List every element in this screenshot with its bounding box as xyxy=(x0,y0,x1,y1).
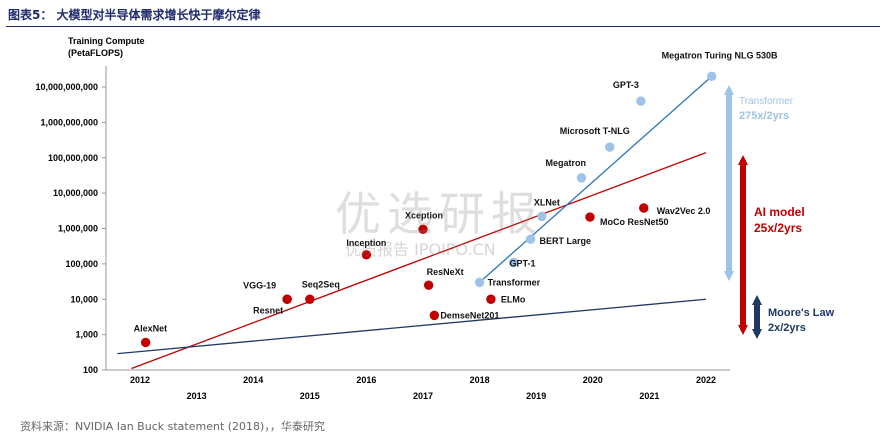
transformer-growth-rate: 275x/2yrs xyxy=(739,110,789,122)
y-axis-label-line-2: (PetaFLOPS) xyxy=(68,48,123,58)
point-demsenet201 xyxy=(429,310,440,321)
ai-model-growth-name: AI model xyxy=(754,205,805,219)
y-tick-label: 10,000,000,000 xyxy=(35,82,98,92)
point-alexnet xyxy=(140,337,151,348)
point-resnext xyxy=(423,280,434,290)
source-note: 资料来源：NVIDIA Ian Buck statement (2018)，，华… xyxy=(20,420,325,433)
label-resnet: Resnet xyxy=(253,305,283,315)
watermark: 优选研报 xyxy=(335,187,543,241)
x-tick-label: 2013 xyxy=(187,391,207,401)
point-seq2seq xyxy=(305,294,315,304)
x-tick-label: 2015 xyxy=(300,391,320,401)
point-moco-resnet50 xyxy=(585,212,595,222)
y-axis-label-line-1: Training Compute xyxy=(68,36,145,46)
label-vgg-19: VGG-19 xyxy=(243,280,276,290)
point-transformer xyxy=(474,277,485,288)
x-tick-label: 2016 xyxy=(356,375,376,385)
point-gpt-1 xyxy=(508,257,519,268)
y-ticks: 100 1,000 10,000 100,000 1,000,000 10,000,000… xyxy=(35,82,106,375)
transformer-growth-name: Transformer xyxy=(739,96,794,107)
trend-lines xyxy=(117,75,713,370)
label-alexnet: AlexNet xyxy=(134,323,168,333)
point-wav2vec-2-0 xyxy=(639,203,649,213)
x-ticks: 2012 2013 2014 2015 2016 2017 2018 2019 2020 2021… xyxy=(130,375,716,401)
label-inception: Inception xyxy=(346,238,386,248)
y-tick-label: 10,000 xyxy=(70,294,98,304)
label-bert-large: BERT Large xyxy=(540,236,592,246)
label-gpt-1: GPT-1 xyxy=(510,258,536,268)
moores-law-growth-rate: 2x/2yrs xyxy=(768,322,806,334)
point-elmo xyxy=(486,294,496,304)
x-tick-label: 2014 xyxy=(243,375,263,385)
point-labels: Transformer GPT-1 BERT Large XLNet Megatron M… xyxy=(134,50,778,333)
x-tick-label: 2017 xyxy=(413,391,433,401)
x-tick-label: 2021 xyxy=(639,391,659,401)
point-megatron xyxy=(576,173,587,183)
point-gpt-3 xyxy=(636,96,646,106)
label-moco-resnet50: MoCo ResNet50 xyxy=(600,217,669,227)
point-xception xyxy=(418,224,428,234)
point-microsoft-t-nlg xyxy=(605,142,615,152)
label-megatron: Megatron xyxy=(545,158,586,168)
y-tick-label: 100,000 xyxy=(65,259,98,269)
point-xlnet xyxy=(537,211,547,222)
x-tick-label: 2018 xyxy=(470,375,490,385)
label-megatron-turing-nlg-530b: Megatron Turing NLG 530B xyxy=(662,50,778,60)
title-rule xyxy=(6,26,880,27)
label-seq2seq: Seq2Seq xyxy=(302,279,340,289)
label-gpt-3: GPT-3 xyxy=(613,80,639,90)
label-microsoft-t-nlg: Microsoft T-NLG xyxy=(560,126,630,136)
y-tick-label: 10,000,000 xyxy=(53,188,98,198)
x-tick-label: 2012 xyxy=(130,375,150,385)
label-xlnet: XLNet xyxy=(534,197,560,207)
points xyxy=(140,71,717,348)
y-tick-label: 1,000 xyxy=(75,330,98,340)
ai-model-trend-line xyxy=(131,151,707,370)
x-tick-label: 2022 xyxy=(696,375,716,385)
figure-title: 图表5： 大模型对半导体需求增长快于摩尔定律 xyxy=(8,8,261,22)
point-megatron-turing-nlg-530b xyxy=(706,71,717,82)
ai-model-growth-rate: 25x/2yrs xyxy=(754,221,802,235)
y-tick-label: 100,000,000 xyxy=(48,153,98,163)
moore-s-law-trend-line xyxy=(117,298,707,355)
x-tick-label: 2020 xyxy=(583,375,603,385)
moores-law-growth-name: Moore's Law xyxy=(768,307,835,319)
point-inception xyxy=(361,250,372,260)
label-resnext: ResNeXt xyxy=(427,267,464,277)
y-tick-label: 1,000,000 xyxy=(58,224,98,234)
label-transformer: Transformer xyxy=(488,277,541,287)
label-elmo: ELMo xyxy=(501,294,526,304)
point-resnet xyxy=(282,294,292,304)
label-wav2vec-2-0: Wav2Vec 2.0 xyxy=(657,206,711,216)
point-bert-large xyxy=(525,234,536,244)
label-demsenet201: DemseNet201 xyxy=(440,310,499,320)
transformer-trend-line xyxy=(479,75,713,283)
y-tick-label: 100 xyxy=(83,365,98,375)
watermark-sub: 优质报告 IPOIPO.CN xyxy=(345,240,496,259)
x-tick-label: 2019 xyxy=(526,391,546,401)
y-tick-label: 1,000,000,000 xyxy=(40,117,98,127)
label-xception: Xception xyxy=(405,210,443,220)
